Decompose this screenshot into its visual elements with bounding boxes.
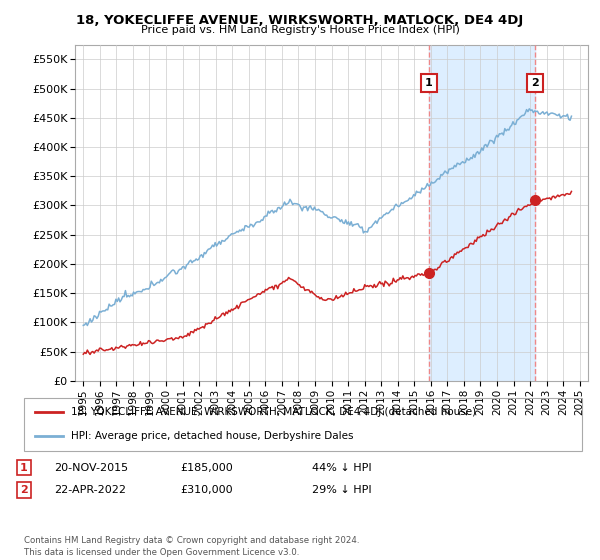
Text: 18, YOKECLIFFE AVENUE, WIRKSWORTH, MATLOCK, DE4 4DJ: 18, YOKECLIFFE AVENUE, WIRKSWORTH, MATLO… xyxy=(76,14,524,27)
Text: 2: 2 xyxy=(20,485,28,495)
Bar xyxy=(429,45,535,381)
Text: 1: 1 xyxy=(20,463,28,473)
Text: 22-APR-2022: 22-APR-2022 xyxy=(54,485,126,495)
Text: £185,000: £185,000 xyxy=(180,463,233,473)
Text: 2: 2 xyxy=(531,78,539,88)
Text: 20-NOV-2015: 20-NOV-2015 xyxy=(54,463,128,473)
Text: HPI: Average price, detached house, Derbyshire Dales: HPI: Average price, detached house, Derb… xyxy=(71,431,354,441)
Text: 44% ↓ HPI: 44% ↓ HPI xyxy=(312,463,371,473)
Text: £310,000: £310,000 xyxy=(180,485,233,495)
Text: 18, YOKECLIFFE AVENUE, WIRKSWORTH, MATLOCK, DE4 4DJ (detached house): 18, YOKECLIFFE AVENUE, WIRKSWORTH, MATLO… xyxy=(71,408,476,418)
Text: Price paid vs. HM Land Registry's House Price Index (HPI): Price paid vs. HM Land Registry's House … xyxy=(140,25,460,35)
Text: 1: 1 xyxy=(425,78,433,88)
Text: 29% ↓ HPI: 29% ↓ HPI xyxy=(312,485,371,495)
Text: Contains HM Land Registry data © Crown copyright and database right 2024.
This d: Contains HM Land Registry data © Crown c… xyxy=(24,536,359,557)
